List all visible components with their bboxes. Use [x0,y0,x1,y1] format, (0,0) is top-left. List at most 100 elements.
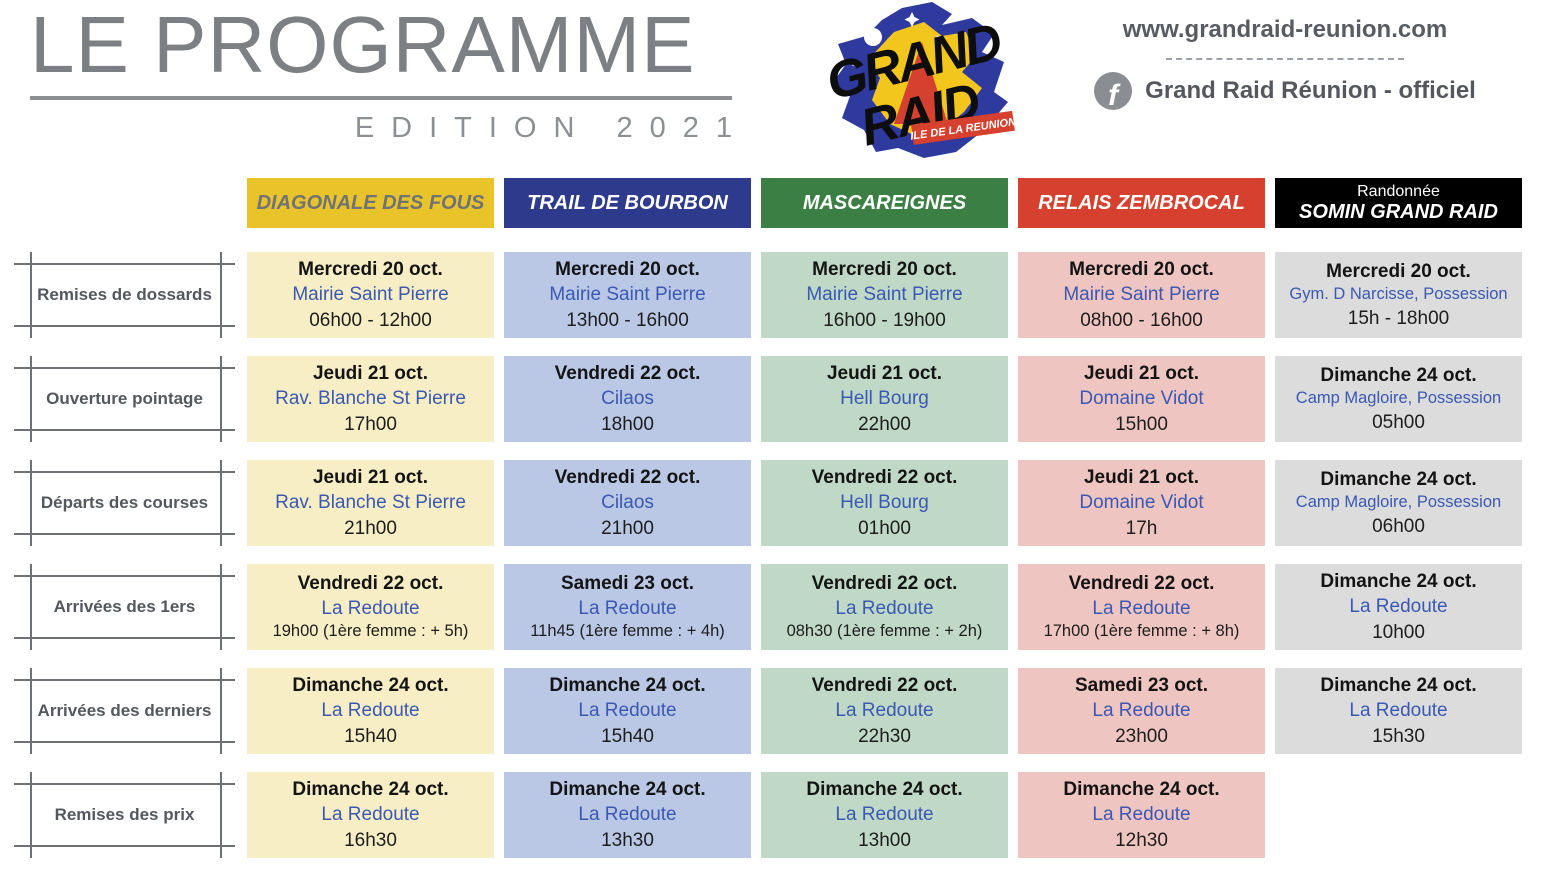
column-title: RELAIS ZEMBROCAL [1038,192,1245,214]
cell-date: Dimanche 24 oct. [549,675,706,697]
label-mark [30,564,32,650]
logo-moon [864,28,882,46]
cell-place: La Redoute [835,700,934,722]
label-mark [14,263,235,265]
cell-date: Dimanche 24 oct. [1320,675,1477,697]
cell-date: Dimanche 24 oct. [549,779,706,801]
schedule-cell: Dimanche 24 oct. La Redoute 13h30 [504,772,751,858]
row-label: Remises de dossards [12,252,237,338]
cell-time: 23h00 [1115,725,1168,747]
cell-time: 19h00 (1ère femme : + 5h) [272,622,469,641]
cell-place: Gym. D Narcisse, Possession [1289,285,1508,304]
cell-time: 21h00 [344,517,397,539]
cell-place: Domaine Vidot [1079,492,1204,514]
cell-place: La Redoute [1092,700,1191,722]
facebook-icon: f [1094,72,1133,110]
label-mark [220,564,222,650]
cell-time: 13h30 [601,829,654,851]
row-label-text: Remises de dossards [37,285,212,304]
cell-time: 15h40 [344,725,397,747]
schedule-cell: Vendredi 22 oct. La Redoute 17h00 (1ère … [1018,564,1265,650]
label-mark [30,356,32,442]
cell-place: La Redoute [578,700,677,722]
cell-time: 15h - 18h00 [1347,307,1450,329]
cell-time: 16h00 - 19h00 [823,309,946,331]
table-body: Remises de dossards Mercredi 20 oct. Mai… [12,252,1550,858]
contact-block: www.grandraid-reunion.com f Grand Raid R… [1092,16,1478,110]
cell-time: 15h40 [601,725,654,747]
table-row-ouverture-pointage: Ouverture pointage Jeudi 21 oct. Rav. Bl… [12,356,1550,442]
cell-date: Mercredi 20 oct. [1069,259,1214,281]
cell-place: Cilaos [601,388,654,410]
label-mark [14,533,235,535]
cell-date: Dimanche 24 oct. [292,675,449,697]
table-row-arrivees-des-derniers: Arrivées des derniers Dimanche 24 oct. L… [12,668,1550,754]
row-label: Arrivées des derniers [12,668,237,754]
column-title: TRAIL DE BOURBON [527,192,728,214]
column-header-relais-zembrocal: RELAIS ZEMBROCAL [1018,178,1265,228]
label-mark [30,772,32,858]
cell-date: Jeudi 21 oct. [1083,467,1200,489]
cell-time: 13h00 - 16h00 [566,309,689,331]
schedule-cell: Mercredi 20 oct. Mairie Saint Pierre 16h… [761,252,1008,338]
cell-time: 17h [1125,517,1158,539]
column-subtitle: Randonnée [1357,183,1440,201]
label-mark [14,845,235,847]
schedule-cell: Mercredi 20 oct. Gym. D Narcisse, Posses… [1275,252,1522,338]
column-header-diagonale-des-fous: DIAGONALE DES FOUS [247,178,494,228]
cell-place: La Redoute [321,700,420,722]
cell-date: Dimanche 24 oct. [292,779,449,801]
cell-date: Dimanche 24 oct. [1320,571,1477,593]
cell-date: Mercredi 20 oct. [298,259,443,281]
label-mark [220,460,222,546]
label-mark [220,772,222,858]
column-title: DIAGONALE DES FOUS [256,192,485,214]
label-mark [14,471,235,473]
cell-date: Mercredi 20 oct. [812,259,957,281]
schedule-cell: Dimanche 24 oct. La Redoute 12h30 [1018,772,1265,858]
cell-date: Vendredi 22 oct. [297,572,444,594]
row-label: Arrivées des 1ers [12,564,237,650]
table-row-remises-des-prix: Remises des prix Dimanche 24 oct. La Red… [12,772,1550,858]
cell-date: Dimanche 24 oct. [1320,364,1477,386]
dashed-divider [1166,58,1404,60]
row-label: Ouverture pointage [12,356,237,442]
facebook-link[interactable]: f Grand Raid Réunion - officiel [1092,72,1478,110]
column-title: MASCAREIGNES [802,192,967,214]
cell-place: Domaine Vidot [1079,388,1204,410]
cell-time: 18h00 [601,413,654,435]
cell-place: Mairie Saint Pierre [549,284,706,306]
grand-raid-logo: GRAND RAID ILE DE LA REUNION [824,2,1018,158]
cell-date: Jeudi 21 oct. [312,467,429,489]
cell-time: 11h45 (1ère femme : + 4h) [530,622,725,641]
schedule-cell: Dimanche 24 oct. Camp Magloire, Possessi… [1275,356,1522,442]
row-label-text: Départs des courses [40,493,209,512]
cell-time: 06h00 [1372,515,1425,537]
cell-date: Vendredi 22 oct. [554,363,701,385]
row-label-text: Arrivées des derniers [37,701,212,720]
cell-date: Samedi 23 oct. [560,572,695,594]
cell-date: Dimanche 24 oct. [806,779,963,801]
cell-date: Jeudi 21 oct. [1083,363,1200,385]
schedule-cell: Vendredi 22 oct. Cilaos 21h00 [504,460,751,546]
cell-place: Hell Bourg [840,492,929,514]
cell-place: La Redoute [321,598,420,620]
cell-time: 13h00 [858,829,911,851]
cell-place: Cilaos [601,492,654,514]
cell-place: Camp Magloire, Possession [1295,389,1502,408]
cell-time: 10h00 [1372,621,1425,643]
title-block: LE PROGRAMME EDITION 2021 [30,4,732,145]
schedule-cell: Jeudi 21 oct. Domaine Vidot 17h [1018,460,1265,546]
schedule-cell: Dimanche 24 oct. La Redoute 15h40 [504,668,751,754]
cell-time: 12h30 [1115,829,1168,851]
cell-place: La Redoute [578,804,677,826]
schedule-cell: Vendredi 22 oct. Cilaos 18h00 [504,356,751,442]
cell-time: 17h00 [344,413,397,435]
schedule-cell: Dimanche 24 oct. La Redoute 15h40 [247,668,494,754]
schedule-cell: Vendredi 22 oct. La Redoute 08h30 (1ère … [761,564,1008,650]
website-link[interactable]: www.grandraid-reunion.com [1122,16,1448,43]
label-mark [220,668,222,754]
program-table: DIAGONALE DES FOUS TRAIL DE BOURBON MASC… [12,178,1550,858]
logo-star-dot [935,35,941,41]
logo-star-dot [851,61,857,67]
